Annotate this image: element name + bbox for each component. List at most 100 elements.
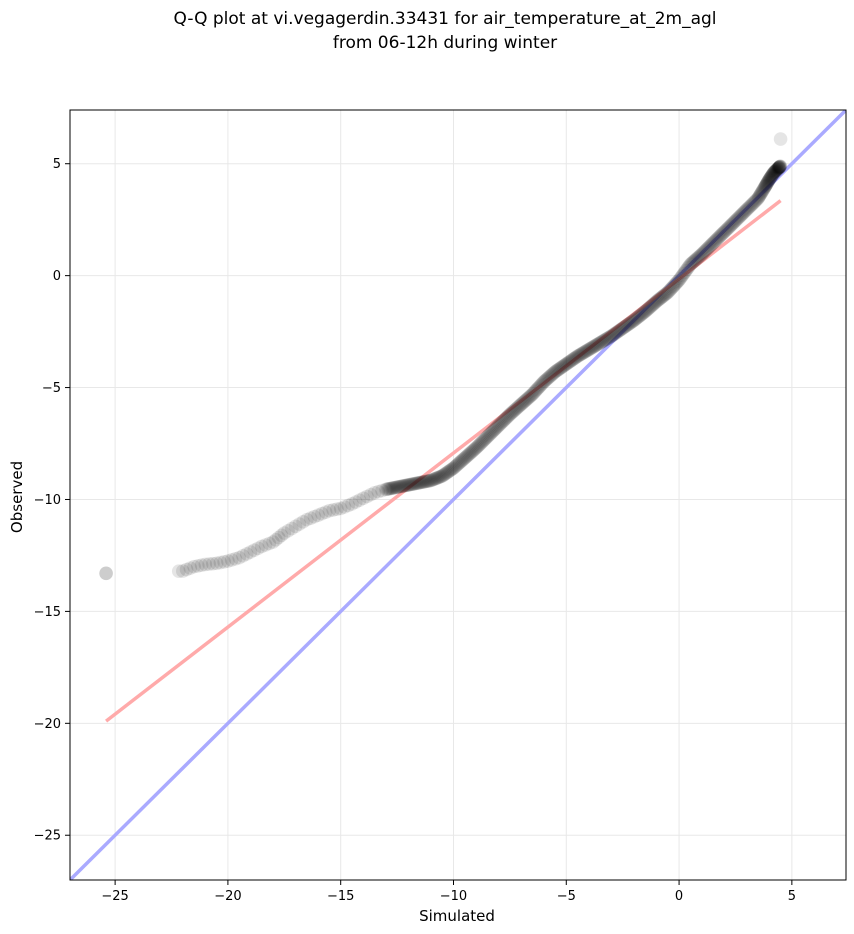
quantile-point — [191, 559, 205, 573]
quantile-point — [311, 508, 325, 522]
quantile-point — [404, 477, 419, 492]
quantile-point — [407, 477, 421, 491]
quantile-point — [224, 553, 239, 567]
quantile-point — [481, 428, 496, 443]
quantile-point — [506, 404, 521, 419]
quantile-point — [217, 554, 231, 569]
quantile-point — [580, 343, 595, 357]
quantile-point — [647, 296, 662, 311]
quantile-point — [417, 474, 431, 489]
quantile-point — [736, 206, 751, 220]
quantile-point — [766, 166, 781, 181]
y-axis-label: Observed — [8, 461, 26, 533]
quantile-point — [758, 178, 773, 193]
quantile-point — [489, 421, 504, 435]
quantile-point — [671, 274, 685, 289]
quantile-point — [425, 473, 439, 487]
quantile-point — [712, 229, 727, 244]
quantile-point — [646, 297, 660, 312]
x-tick-label: −15 — [327, 889, 354, 904]
quantile-point — [627, 313, 641, 328]
x-tick-label: 5 — [788, 889, 796, 904]
quantile-point — [675, 268, 690, 283]
quantile-point — [692, 249, 707, 264]
quantile-point — [562, 354, 577, 369]
quantile-point — [413, 475, 428, 490]
quantile-point — [655, 290, 669, 304]
quantile-point — [202, 557, 216, 571]
quantile-point — [239, 547, 254, 561]
quantile-point — [768, 164, 782, 179]
quantile-point — [569, 350, 584, 364]
quantile-point — [656, 289, 671, 303]
quantile-point — [622, 316, 637, 331]
quantile-point — [592, 336, 606, 351]
quantile-point — [757, 180, 772, 195]
quantile-point — [507, 403, 522, 418]
quantile-point — [539, 373, 553, 387]
quantile-point — [769, 163, 784, 177]
quantile-point — [492, 417, 507, 432]
quantile-point — [552, 361, 567, 376]
quantile-point — [641, 301, 656, 316]
quantile-point — [773, 159, 787, 174]
quantile-point — [521, 391, 535, 406]
quantile-point — [663, 283, 677, 297]
quantile-point — [375, 483, 389, 498]
quantile-point — [694, 247, 709, 262]
quantile-point — [773, 159, 787, 174]
y-tick-label: −20 — [34, 717, 61, 732]
quantile-point — [568, 350, 583, 365]
quantile-point — [591, 337, 605, 351]
quantile-point — [194, 558, 209, 572]
quantile-point — [586, 340, 601, 354]
quantile-point — [318, 505, 333, 519]
quantile-point — [682, 259, 697, 273]
quantile-point — [739, 202, 754, 217]
quantile-point — [715, 227, 729, 242]
x-tick-label: −10 — [440, 889, 467, 904]
quantile-point — [575, 346, 589, 361]
quantile-point — [445, 462, 460, 476]
quantile-point — [393, 479, 408, 494]
quantile-point — [401, 478, 416, 492]
quantile-point — [423, 473, 437, 488]
quantile-point — [549, 364, 563, 378]
quantile-point — [430, 470, 445, 485]
quantile-point — [697, 245, 711, 259]
quantile-point — [721, 220, 736, 235]
quantile-point — [596, 333, 611, 348]
quantile-point — [760, 175, 775, 190]
quantile-point — [560, 356, 575, 371]
quantile-point — [733, 209, 747, 224]
quantile-point — [466, 443, 481, 457]
quantile-point — [734, 208, 748, 223]
quantile-point — [764, 169, 779, 183]
quantile-point — [670, 275, 684, 290]
quantile-point — [491, 418, 506, 433]
fit-line — [105, 199, 782, 723]
quantile-point — [668, 277, 683, 291]
quantile-point — [424, 473, 438, 488]
quantile-point — [472, 437, 487, 452]
quantile-point — [714, 228, 728, 243]
quantile-point — [399, 478, 413, 493]
quantile-point — [495, 415, 509, 430]
quantile-point — [348, 495, 363, 509]
quantile-point — [435, 469, 450, 483]
x-axis-label: Simulated — [419, 907, 495, 925]
quantile-point — [754, 186, 769, 200]
quantile-point — [384, 481, 399, 496]
quantile-point — [389, 480, 403, 495]
quantile-point — [770, 162, 784, 177]
quantile-point — [750, 192, 764, 207]
x-tick-label: −20 — [214, 889, 241, 904]
quantile-point — [452, 456, 466, 470]
quantile-point — [251, 541, 265, 556]
quantile-point — [441, 465, 455, 479]
quantile-point — [701, 240, 716, 255]
quantile-point — [534, 377, 549, 392]
quantile-point — [274, 528, 289, 543]
quantile-point — [443, 463, 457, 478]
quantile-point — [638, 304, 653, 319]
